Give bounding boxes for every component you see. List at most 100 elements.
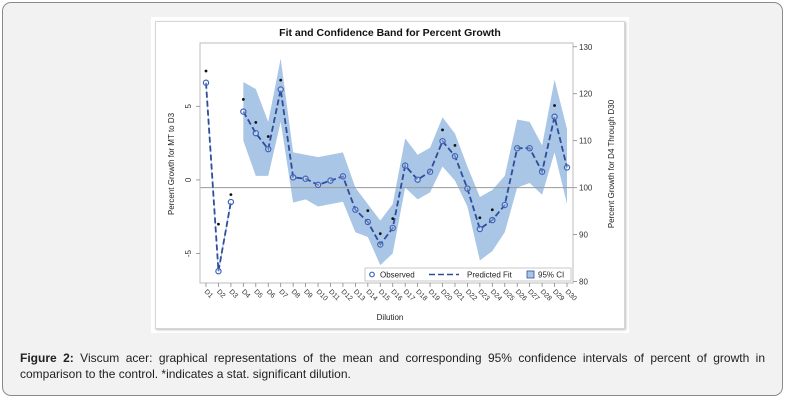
observed-point: [501, 201, 508, 209]
figure-caption: Figure 2: Viscum acer: graphical represe…: [20, 350, 765, 382]
x-axis-tick-label: D21: [452, 288, 466, 302]
significance-star: [366, 209, 370, 213]
x-axis-tick-label: D5: [252, 288, 263, 299]
left-axis-tick-label: -5: [184, 249, 193, 257]
x-axis-tick-label: D26: [514, 288, 528, 302]
x-axis-tick-label: D28: [539, 288, 553, 302]
x-axis-tick-label: D27: [526, 288, 540, 302]
significance-star: [217, 222, 220, 226]
significance-star: [391, 217, 395, 221]
significance-star: [229, 193, 233, 197]
observed-point: [277, 86, 284, 93]
x-axis-tick-label: D22: [464, 288, 478, 302]
x-axis-label: Dilution: [377, 313, 404, 322]
significance-star: [553, 104, 556, 107]
plot-area: [199, 42, 574, 284]
fit-line-1: [205, 82, 232, 272]
observed-markers: [202, 79, 571, 275]
x-axis-tick-label: D4: [240, 288, 251, 299]
confidence-bands: [206, 58, 567, 275]
significance-star: [453, 143, 457, 147]
legend-fit-label: Predicted Fit: [467, 271, 513, 280]
y-axis-label-right: Percent Growth for D4 Through D30: [607, 99, 616, 228]
x-axis-tick-label: D1: [203, 288, 214, 299]
observed-point: [227, 198, 235, 206]
left-axis-tick-label: 0: [184, 177, 193, 182]
x-axis-tick-label: D18: [414, 288, 428, 302]
significance-star: [478, 216, 482, 220]
ci-band-2: [243, 58, 567, 266]
x-axis-tick-label: D23: [476, 288, 490, 302]
right-axis-tick-label: 80: [579, 278, 588, 287]
caption-text: Viscum acer: graphical representations o…: [20, 351, 766, 381]
left-axis-tick-label: 5: [184, 104, 193, 109]
x-axis-tick-label: D15: [377, 288, 391, 302]
observed-point: [352, 206, 359, 213]
right-axis-tick-label: 110: [579, 137, 592, 146]
x-axis-tick-label: D14: [364, 288, 378, 302]
significance-star: [490, 208, 494, 212]
chart-title: Fit and Confidence Band for Percent Grow…: [279, 27, 501, 39]
observed-point: [302, 175, 309, 182]
observed-point: [252, 129, 259, 137]
observed-point: [327, 177, 334, 184]
observed-point: [489, 216, 496, 224]
observed-point: [538, 168, 546, 175]
x-axis-tick-label: D24: [489, 288, 503, 302]
significance-star: [241, 97, 245, 101]
right-axis-tick-label: 90: [579, 231, 588, 240]
observed-point: [314, 181, 322, 189]
x-axis-tick-label: D16: [389, 288, 403, 302]
legend-observed-label: Observed: [380, 271, 415, 280]
observed-point: [389, 224, 396, 232]
x-axis-tick-label: D2: [215, 288, 226, 299]
observed-point: [451, 152, 459, 160]
x-axis-tick-label: D7: [277, 288, 288, 299]
caption-label: Figure 2:: [20, 351, 74, 365]
significance-star: [378, 232, 382, 236]
fit-lines: [205, 82, 568, 272]
x-axis-tick-label: D13: [352, 288, 366, 302]
x-axis-tick-label: D29: [551, 288, 565, 302]
observed-point: [401, 162, 409, 169]
significance-star: [441, 128, 444, 132]
significance-star: [279, 78, 283, 82]
significance-star: [254, 120, 258, 124]
observed-point: [426, 168, 434, 175]
observed-point: [377, 241, 384, 248]
observed-point: [563, 164, 571, 171]
ci-band-1: [206, 79, 231, 275]
significance-star: [266, 135, 270, 138]
observed-point: [414, 176, 421, 183]
fit-line-2: [242, 89, 568, 247]
right-axis-tick-label: 130: [579, 43, 593, 52]
x-axis-tick-label: D17: [402, 288, 416, 302]
observed-point: [240, 108, 247, 115]
x-axis-tick-label: D19: [427, 288, 441, 302]
observed-point: [476, 225, 484, 233]
legend-observed-icon: [369, 271, 375, 278]
right-axis-tick-label: 120: [579, 90, 593, 99]
x-axis-tick-label: D30: [564, 288, 578, 302]
x-axis-tick-label: D9: [302, 288, 313, 299]
observed-point: [364, 218, 372, 226]
y-axis-label-left: Percent Growth for MT to D3: [167, 112, 176, 215]
observed-point: [464, 185, 471, 192]
legend-ci-icon: [526, 270, 535, 279]
observed-point: [551, 113, 558, 120]
observed-point: [339, 173, 347, 180]
observed-point: [526, 145, 533, 152]
x-axis-tick-label: D12: [340, 288, 354, 302]
x-axis-tick-label: D3: [227, 288, 238, 299]
legend: Observed Predicted Fit 95% CI: [364, 267, 572, 282]
chart-border: [155, 21, 625, 329]
observed-point: [439, 137, 446, 145]
observed-point: [215, 268, 222, 275]
observed-point: [289, 174, 297, 181]
observed-point: [265, 145, 272, 153]
x-axis-tick-label: D8: [290, 288, 301, 299]
legend-box: [364, 267, 572, 282]
x-axis-tick-label: D10: [315, 288, 329, 302]
observed-point: [202, 79, 210, 86]
